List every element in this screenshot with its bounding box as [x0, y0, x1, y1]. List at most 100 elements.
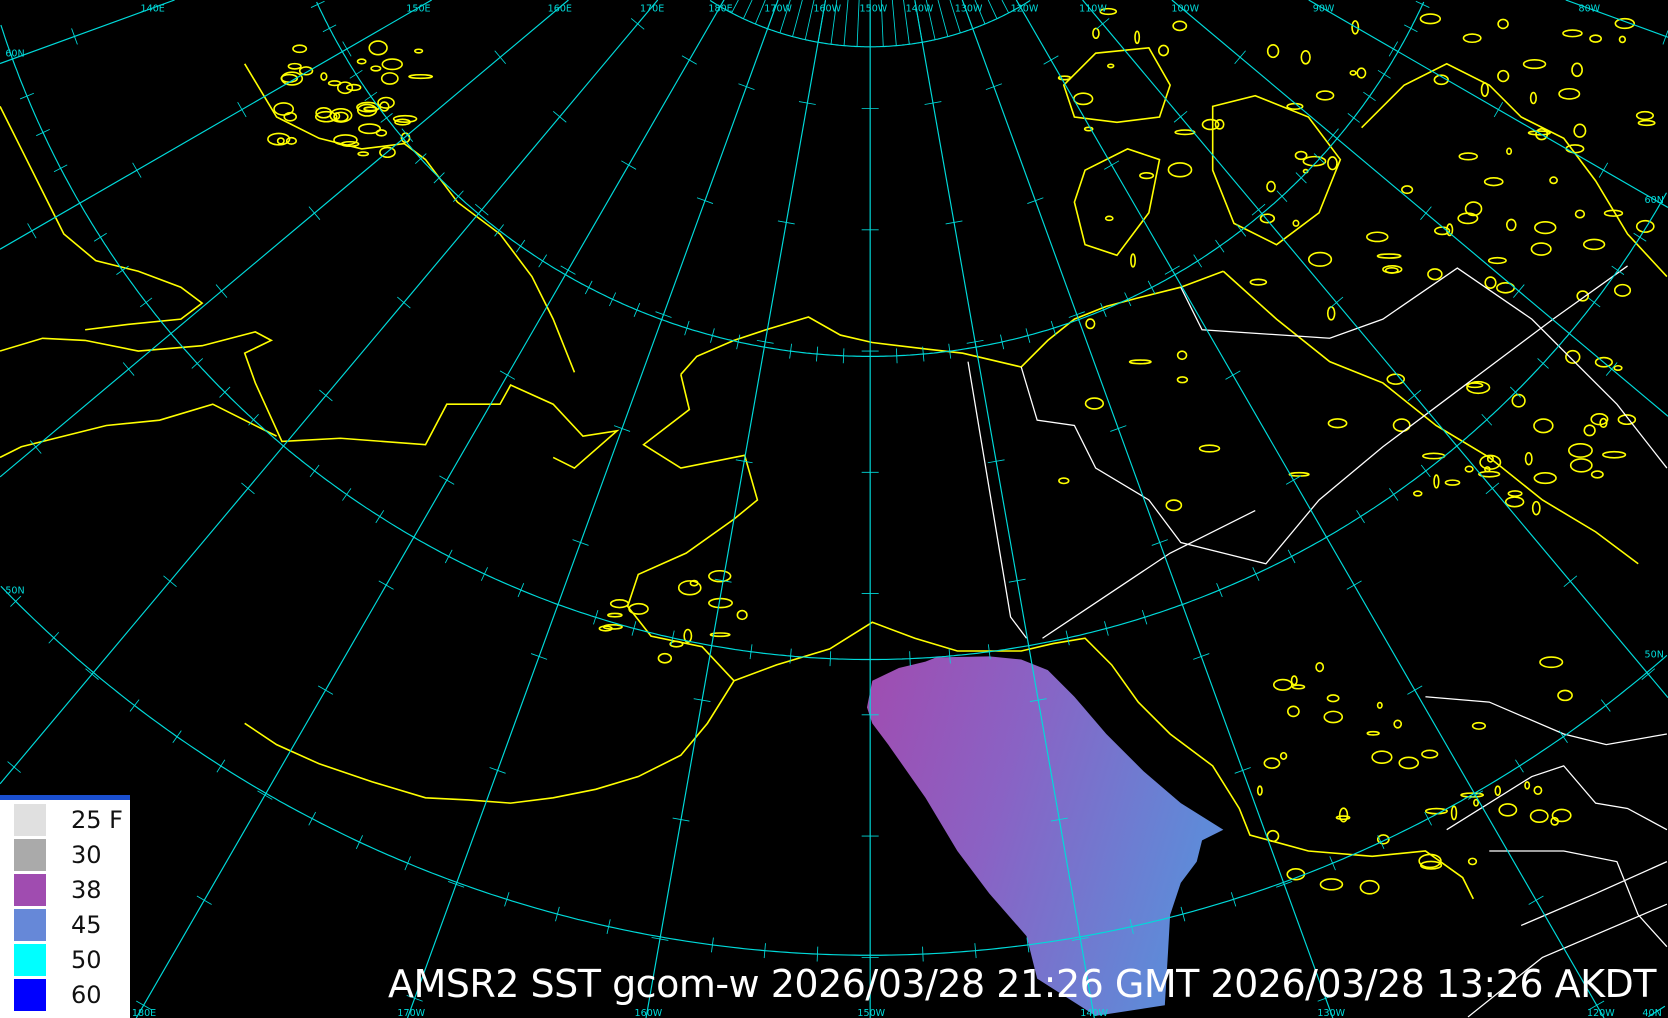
graticule-tick — [749, 644, 753, 660]
island-outline — [1165, 499, 1183, 512]
legend-label: 50 — [71, 946, 102, 974]
meridian-tick — [937, 0, 949, 37]
island-outline — [1176, 376, 1189, 384]
graticule-tick — [593, 610, 599, 625]
meridian-line — [1082, 0, 1668, 698]
meridian-tick — [1015, 0, 1021, 7]
meridian-tick — [731, 0, 739, 14]
meridian-line — [0, 0, 569, 478]
island-outline — [1531, 500, 1541, 516]
graticule-tick — [842, 348, 845, 364]
graticule-tick — [621, 160, 637, 170]
graticule-tick — [922, 346, 925, 362]
graticule-tick — [1420, 206, 1432, 220]
island-outline — [1527, 130, 1551, 136]
longitude-label-bottom: 120W — [1587, 1008, 1615, 1018]
island-outline — [1562, 29, 1583, 38]
island-outline — [1594, 356, 1613, 368]
graticule-tick — [308, 811, 317, 826]
meridian-tick — [987, 0, 998, 19]
graticule-tick — [1124, 292, 1132, 307]
island-outline — [1366, 730, 1380, 736]
graticule-tick — [397, 296, 411, 309]
island-outline — [1259, 213, 1276, 224]
island-outline — [1326, 306, 1336, 321]
island-outline — [1323, 710, 1344, 724]
island-outline — [329, 108, 353, 123]
meridian-tick — [903, 0, 910, 45]
graticule-tick — [1389, 488, 1399, 501]
island-outline — [1466, 380, 1491, 395]
longitude-label-bottom: 160W — [635, 1008, 663, 1018]
graticule-tick — [655, 311, 672, 318]
longitude-label-top: 90W — [1313, 4, 1335, 15]
meridian-line — [0, 0, 175, 65]
longitude-label-top: 160E — [548, 4, 572, 15]
graticule-tick — [1071, 937, 1089, 941]
graticule-tick — [349, 69, 363, 79]
island-outline — [1497, 18, 1509, 30]
island-outline — [1287, 705, 1300, 718]
graticule-tick — [789, 648, 792, 664]
graticule-tick — [1485, 482, 1500, 495]
graticule-tick — [530, 653, 548, 660]
island-outline — [1507, 490, 1523, 497]
island-outline — [1272, 678, 1293, 691]
island-outline — [276, 137, 285, 145]
graticule-tick — [1151, 539, 1168, 546]
graticule-tick — [364, 91, 378, 102]
island-outline — [1511, 393, 1526, 408]
island-outline — [356, 58, 367, 65]
graticule-tick — [1164, 265, 1180, 275]
graticule-tick — [1234, 767, 1251, 774]
graticule-tick — [1317, 995, 1334, 1002]
graticule-tick — [1563, 575, 1578, 588]
island-outline — [1539, 656, 1564, 669]
island-outline — [1085, 318, 1096, 330]
island-outline — [1603, 209, 1624, 217]
graticule-tick — [1285, 475, 1302, 485]
island-outline — [1201, 118, 1220, 131]
island-outline — [292, 44, 308, 54]
island-outline — [1294, 150, 1308, 161]
graticule-tick — [763, 943, 766, 959]
island-outline — [657, 652, 673, 664]
political-borders — [967, 265, 1668, 1018]
longitude-label-top: 150E — [406, 4, 430, 15]
island-outline — [709, 632, 731, 638]
island-outline — [333, 134, 358, 146]
graticule-tick — [308, 206, 321, 220]
graticule-tick — [1026, 937, 1030, 953]
graticule-tick — [1407, 389, 1422, 402]
island-outline — [1139, 172, 1155, 180]
meridian-tick — [961, 0, 974, 29]
island-outline — [1557, 689, 1573, 702]
island-outline — [1412, 490, 1423, 497]
graticule-tick — [322, 24, 337, 33]
island-outline — [1497, 69, 1510, 83]
graticule-tick — [447, 881, 465, 888]
meridian-tick — [743, 0, 753, 19]
graticule-tick — [444, 549, 453, 564]
graticule-tick — [406, 995, 423, 1002]
baffin-coast — [1211, 94, 1342, 246]
meridian-tick — [804, 0, 815, 40]
island-outline — [333, 112, 341, 120]
legend-item: 50 — [14, 944, 102, 976]
meridian-tick — [914, 0, 923, 43]
island-outline — [736, 609, 748, 621]
graticule-tick — [257, 790, 273, 800]
island-outline — [1614, 17, 1635, 30]
graticule-tick — [651, 937, 669, 941]
us-states-border — [1446, 765, 1668, 1018]
graticule-tick — [1327, 128, 1339, 142]
graticule-tick — [1104, 160, 1120, 170]
island-outline — [285, 136, 297, 145]
island-outline — [1366, 231, 1389, 243]
graticule-tick — [7, 761, 21, 773]
graticule-tick — [633, 302, 641, 317]
graticule-tick — [1147, 280, 1156, 295]
island-outline — [1464, 201, 1483, 217]
graticule-tick — [1276, 881, 1293, 888]
